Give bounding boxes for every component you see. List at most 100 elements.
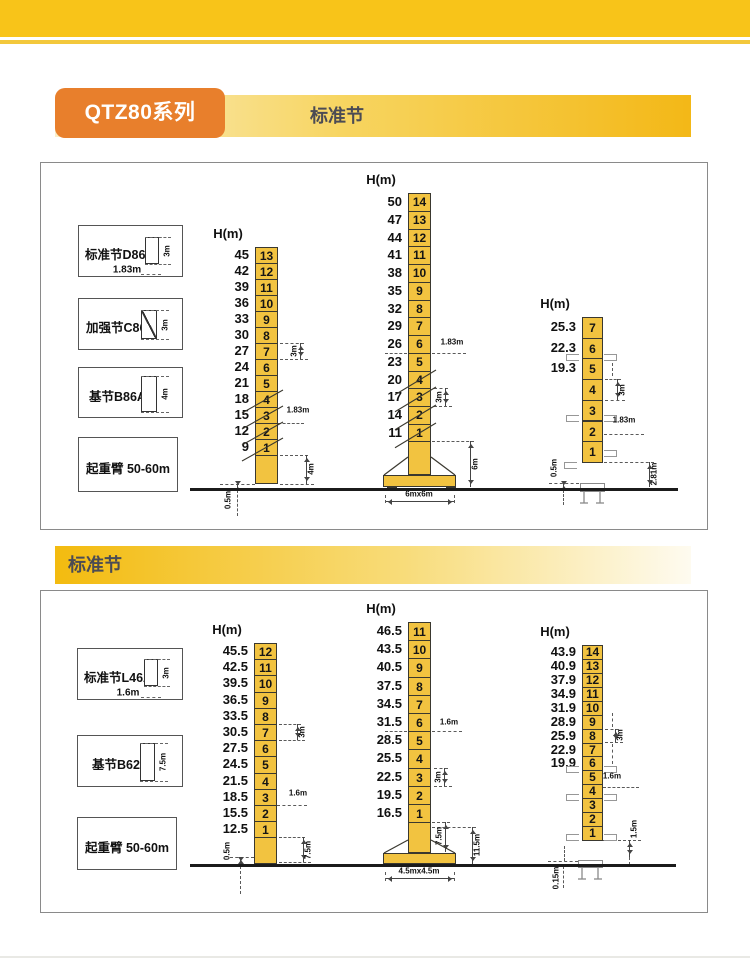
tie-bracket: [604, 766, 617, 773]
tie-bracket: [566, 354, 579, 361]
tower-section: 8: [582, 728, 603, 744]
height-value-label: 27: [234, 343, 249, 358]
height-axis-label: H(m): [366, 601, 396, 616]
tower-section: 7: [408, 317, 431, 336]
height-value-label: 22.5: [376, 768, 402, 784]
dimension-line: [442, 388, 449, 406]
section-glyph: [145, 237, 159, 264]
tower-section: 3: [408, 767, 431, 787]
tie-bracket: [604, 415, 617, 422]
tower-section: 9: [254, 691, 277, 709]
dim-dash: [141, 310, 169, 311]
height-value-label: 28.5: [376, 732, 402, 748]
foundation-leg: [599, 492, 601, 503]
tower-section: 11: [582, 686, 603, 702]
section-glyph: [144, 659, 158, 686]
dimension-dash: [434, 768, 448, 769]
legend-label: 起重臂 50-60m: [84, 841, 170, 855]
dim-label: 7.5m: [158, 752, 168, 772]
tie-bracket: [604, 450, 617, 457]
height-value-label: 33.5: [222, 707, 248, 723]
dimension-label: 3m: [297, 726, 307, 738]
dimension-dash: [277, 805, 307, 806]
dimension-dash: [432, 822, 450, 823]
dim-dash: [144, 659, 170, 660]
height-value-label: 36.5: [222, 691, 248, 707]
dimension-dash: [605, 379, 621, 380]
dimension-dash: [603, 787, 639, 788]
dimension-line: [300, 837, 307, 862]
dimension-label: 0.5m: [222, 841, 232, 861]
tower-section: 10: [408, 640, 431, 660]
foundation-leg: [580, 502, 588, 504]
dimension-line: [612, 729, 619, 742]
dimension-line: [441, 768, 448, 786]
dimension-dash: [385, 353, 407, 354]
height-value-label: 37.9: [550, 671, 576, 687]
height-value-label: 45: [234, 247, 249, 262]
legend-standard-section-d86: 标准节D86 3m 1.83m: [78, 225, 183, 277]
legend-base-section-b62: 基节B62 7.5m: [77, 735, 183, 787]
tower-section: 1: [582, 441, 603, 463]
dimension-dash-vertical: [563, 490, 564, 505]
dim-dash: [140, 781, 168, 782]
dim-label: 1.83m: [112, 264, 142, 276]
top-gold-band: [0, 0, 750, 37]
height-value-label: 20: [387, 371, 402, 387]
dim-label: 3m: [160, 319, 170, 331]
height-value-label: 9: [241, 439, 249, 454]
legend-standard-section-l46a: 标准节L46A 3m 1.6m: [77, 648, 183, 700]
legend-label: 加强节C86: [86, 321, 147, 335]
tower-section: 10: [582, 700, 603, 716]
tie-bracket: [566, 834, 579, 841]
tower-section: 7: [255, 343, 278, 360]
height-value-label: 44: [387, 229, 402, 245]
tower-section: 4: [408, 749, 431, 769]
reinforcement-mark: [394, 386, 437, 413]
page-title: 标准节: [310, 106, 364, 126]
reinforcement-mark: [241, 421, 284, 446]
dim-dash: [141, 274, 161, 275]
dimension-label: 3m: [617, 384, 627, 396]
height-value-label: 42: [234, 263, 249, 278]
tower-section: 4: [254, 772, 277, 790]
dimension-label: 7.5m: [303, 840, 313, 860]
height-value-label: 19.3: [550, 360, 576, 376]
dimension-label: 11.5m: [472, 833, 482, 857]
section-header-bar-2: 标准节: [55, 546, 691, 584]
height-value-label: 25.3: [550, 319, 576, 334]
dimension-line: [297, 343, 304, 359]
dimension-dash-vertical: [237, 490, 238, 516]
base-section-glyph: [140, 743, 155, 781]
foundation-leg: [594, 878, 602, 880]
dimension-label: 6mx6m: [405, 489, 433, 499]
tower-section: 2: [408, 785, 431, 805]
dimension-dash: [280, 359, 308, 360]
dimension-dash: [548, 861, 578, 862]
height-value-label: 31.5: [376, 714, 402, 729]
dim-dash: [145, 264, 171, 265]
legend-base-section-b86a: 基节B86A 4m: [78, 367, 183, 418]
dimension-label: 0.5m: [549, 458, 559, 478]
dimension-label: 1.83m: [612, 415, 636, 425]
tower-section: 7: [582, 742, 603, 758]
tower-section: 3: [582, 798, 603, 814]
height-value-label: 28.9: [550, 713, 576, 729]
tower-section: 13: [582, 658, 603, 674]
reinforced-section-glyph: [141, 310, 157, 339]
tower-section: 4: [582, 784, 603, 800]
height-value-label: 32: [387, 300, 402, 316]
tower-section: 4: [582, 379, 603, 401]
dimension-line: [303, 455, 310, 484]
dimension-dash: [279, 724, 301, 725]
bottom-rule: [0, 956, 750, 958]
tower-section: 9: [255, 311, 278, 328]
foundation-leg: [583, 492, 585, 503]
height-value-label: 35: [387, 282, 402, 298]
height-value-label: 39: [234, 279, 249, 294]
height-value-label: 19.5: [376, 786, 402, 802]
dimension-label: 1.83m: [286, 405, 310, 415]
tie-bracket: [566, 766, 579, 773]
mast-base: [408, 822, 431, 853]
